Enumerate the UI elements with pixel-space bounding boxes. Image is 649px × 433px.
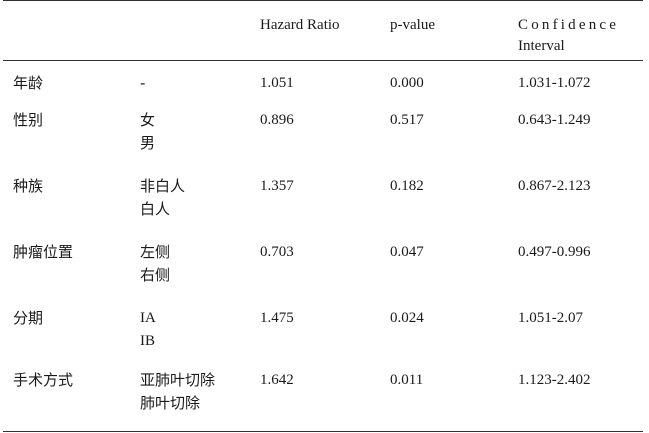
row-variable: 性别	[13, 110, 44, 129]
table-row: 年龄 - 1.051 0.000 1.031-1.072	[3, 61, 643, 98]
row-level: 右侧	[140, 265, 171, 284]
row-hazard-ratio: 1.642	[260, 371, 294, 388]
row-hazard-ratio: 0.703	[260, 243, 294, 260]
hazard-ratio-table-container: Hazard Ratio p-value Confidence Interval…	[3, 0, 643, 432]
row-confidence-interval: 1.051-2.07	[518, 309, 583, 326]
row-levels: IA IB	[130, 296, 250, 358]
header-variable	[3, 1, 130, 61]
row-variable: 手术方式	[13, 370, 74, 389]
table-row: 肿瘤位置 左侧 右侧 0.703 0.047 0.497-0.996	[3, 230, 643, 296]
row-level: 白人	[140, 199, 171, 218]
row-p-value: 0.011	[390, 371, 424, 388]
row-level: 男	[140, 133, 156, 152]
row-confidence-interval: 1.123-2.402	[518, 371, 591, 388]
row-level: 非白人	[140, 176, 186, 195]
row-variable: 肿瘤位置	[13, 242, 74, 261]
row-p-value: 0.024	[390, 309, 424, 326]
row-hazard-ratio: 1.357	[260, 177, 294, 194]
table-row: 分期 IA IB 1.475 0.024 1.051-2.07	[3, 296, 643, 358]
row-p-value: 0.182	[390, 177, 424, 194]
row-p-value: 0.047	[390, 243, 424, 260]
table-row: 手术方式 亚肺叶切除 肺叶切除 1.642 0.011 1.123-2.402	[3, 358, 643, 432]
row-variable: 分期	[13, 308, 44, 327]
row-hazard-ratio: 1.475	[260, 309, 294, 326]
header-confidence-interval: Confidence Interval	[508, 1, 643, 61]
header-p-value: p-value	[390, 17, 435, 33]
row-p-value: 0.517	[390, 111, 424, 128]
row-level: 亚肺叶切除	[140, 370, 216, 389]
row-hazard-ratio: 0.896	[260, 111, 294, 128]
row-levels: -	[130, 61, 250, 98]
row-hazard-ratio: 1.051	[260, 75, 294, 91]
row-levels: 左侧 右侧	[130, 230, 250, 296]
row-level: -	[140, 74, 146, 92]
table-row: 种族 非白人 白人 1.357 0.182 0.867-2.123	[3, 164, 643, 230]
row-confidence-interval: 1.031-1.072	[518, 75, 591, 91]
header-ci-line2: Interval	[518, 38, 565, 54]
row-variable: 种族	[13, 176, 44, 195]
row-levels: 女 男	[130, 98, 250, 164]
header-level	[130, 1, 250, 61]
hazard-ratio-table: Hazard Ratio p-value Confidence Interval…	[3, 0, 643, 432]
table-row: 性别 女 男 0.896 0.517 0.643-1.249	[3, 98, 643, 164]
row-level: IA	[140, 309, 156, 326]
row-level: 左侧	[140, 242, 171, 261]
row-confidence-interval: 0.643-1.249	[518, 111, 591, 128]
header-ci-line1: Confidence	[518, 17, 620, 33]
header-hazard-ratio: Hazard Ratio	[260, 17, 340, 33]
row-level: IB	[140, 332, 155, 349]
row-levels: 非白人 白人	[130, 164, 250, 230]
row-confidence-interval: 0.497-0.996	[518, 243, 591, 260]
row-variable: 年龄	[13, 74, 44, 92]
row-level: 女	[140, 110, 156, 129]
table-header-row: Hazard Ratio p-value Confidence Interval	[3, 0, 643, 61]
row-p-value: 0.000	[390, 75, 424, 91]
row-levels: 亚肺叶切除 肺叶切除	[130, 358, 250, 432]
row-level: 肺叶切除	[140, 393, 201, 412]
row-confidence-interval: 0.867-2.123	[518, 177, 591, 194]
